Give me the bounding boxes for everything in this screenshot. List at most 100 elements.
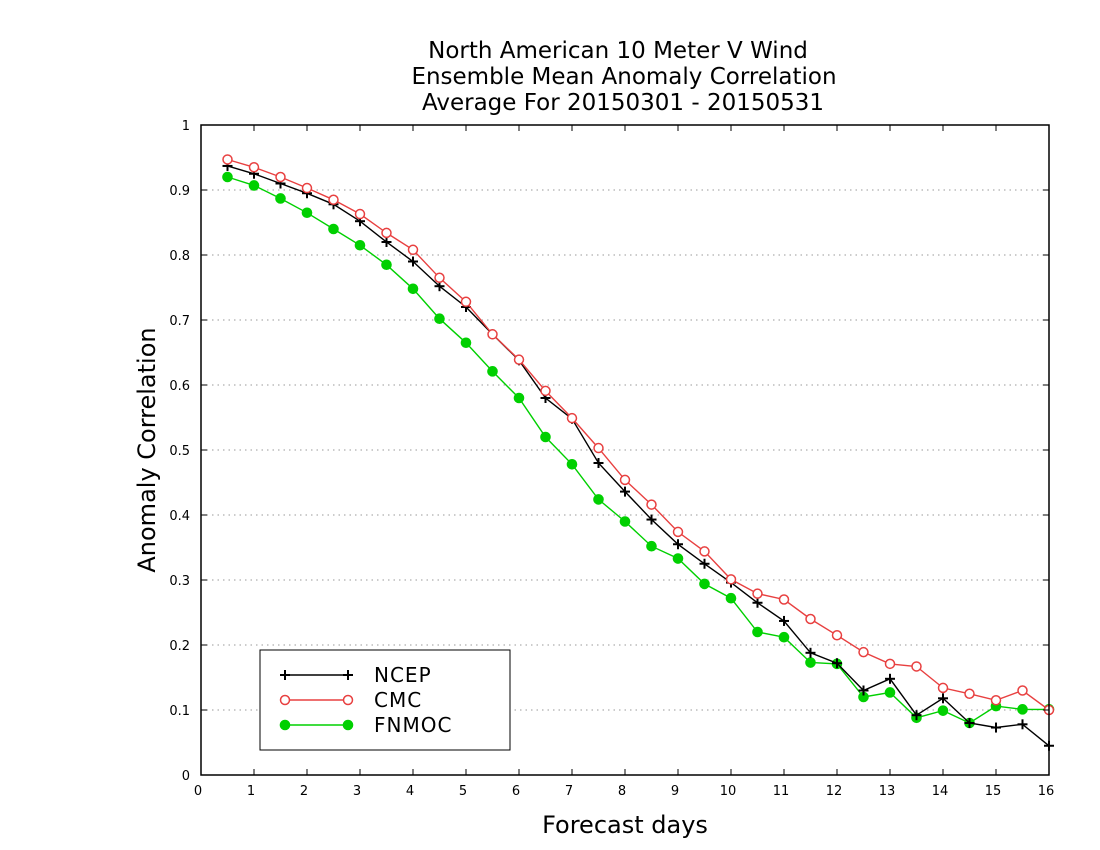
x-tick-label: 10 [720, 784, 737, 799]
data-point-cmc [434, 272, 445, 283]
data-point-cmc [222, 154, 233, 165]
data-point-fnmoc [672, 553, 684, 564]
x-tick-label: 0 [194, 784, 202, 799]
data-point-fnmoc [248, 180, 260, 191]
data-point-ncep [1017, 719, 1028, 730]
y-axis-label: Anomaly Correlation [133, 327, 161, 572]
data-point-fnmoc [752, 626, 763, 638]
data-point-cmc [540, 385, 551, 397]
data-point-cmc [381, 227, 392, 239]
data-point-cmc [407, 244, 419, 256]
x-tick-label: 12 [826, 784, 843, 799]
legend-marker [279, 719, 291, 731]
data-point-cmc [275, 171, 286, 183]
legend-label-fnmoc: FNMOC [374, 713, 452, 737]
series-line-cmc [227, 158, 1050, 711]
data-point-ncep [646, 514, 657, 525]
legend-marker [280, 670, 290, 680]
data-point-fnmoc [513, 392, 525, 404]
y-axis: 0 0.1 0.2 0.3 0.4 0.5 0.6 0.7 0.8 0.9 1 [169, 119, 1049, 784]
data-point-cmc [858, 646, 869, 658]
legend-marker [342, 719, 354, 731]
data-point-fnmoc [566, 459, 578, 470]
data-point-cmc [884, 658, 896, 670]
data-point-ncep [858, 685, 869, 696]
data-point-cmc [911, 661, 922, 672]
data-point-fnmoc [699, 578, 710, 590]
data-point-cmc [619, 474, 631, 486]
data-point-cmc [937, 682, 949, 694]
data-point-fnmoc [354, 239, 366, 251]
data-point-fnmoc [646, 540, 657, 552]
data-point-ncep [885, 673, 895, 684]
series-cmc [222, 154, 1055, 716]
data-point-ncep [620, 486, 630, 497]
data-point-fnmoc [328, 223, 339, 235]
y-tick-label: 0.9 [169, 184, 190, 199]
x-tick-label: 15 [985, 784, 1002, 799]
data-point-fnmoc [1017, 704, 1028, 715]
data-point-fnmoc [593, 494, 604, 505]
data-point-cmc [301, 182, 313, 194]
series-line-fnmoc [227, 176, 1049, 724]
data-point-fnmoc [460, 337, 472, 349]
data-point-cmc [328, 194, 339, 205]
legend-marker [342, 694, 354, 706]
data-point-ncep [381, 237, 392, 247]
data-point-cmc [354, 208, 366, 220]
data-point-fnmoc [381, 259, 392, 271]
legend-item-fnmoc: FNMOC [279, 713, 452, 737]
x-tick-label: 5 [459, 784, 467, 799]
data-point-ncep [593, 458, 604, 468]
data-point-fnmoc [540, 431, 551, 443]
x-tick-label: 16 [1038, 784, 1055, 799]
x-tick-label: 14 [932, 784, 949, 799]
x-tick-label: 8 [618, 784, 626, 799]
x-axis-label: Forecast days [542, 811, 708, 839]
data-point-cmc [725, 574, 737, 585]
y-tick-label: 0.2 [169, 639, 190, 654]
data-point-fnmoc [805, 657, 816, 668]
x-tick-label: 1 [247, 784, 255, 799]
legend-label-cmc: CMC [374, 688, 422, 712]
data-point-cmc [990, 695, 1002, 706]
data-point-ncep [752, 597, 763, 608]
x-tick-label: 13 [879, 784, 896, 799]
data-point-ncep [408, 256, 418, 267]
chart-title-line-2: Ensemble Mean Anomaly Correlation [411, 64, 836, 90]
data-point-fnmoc [619, 516, 631, 527]
data-point-cmc [513, 354, 525, 365]
data-point-cmc [487, 329, 498, 340]
data-point-cmc [831, 630, 843, 641]
series-line-ncep [227, 165, 1050, 747]
legend-item-cmc: CMC [279, 688, 422, 712]
data-point-cmc [1017, 685, 1028, 696]
legend-marker [343, 670, 353, 680]
data-point-fnmoc [275, 193, 286, 204]
data-point-ncep [673, 539, 683, 550]
data-point-cmc [699, 546, 710, 557]
data-point-cmc [805, 613, 816, 625]
data-point-ncep [805, 647, 816, 658]
data-point-cmc [248, 162, 260, 173]
gridlines [201, 189, 1049, 711]
data-point-ncep [938, 693, 948, 704]
data-point-fnmoc [407, 283, 419, 295]
data-point-fnmoc [725, 592, 737, 604]
y-tick-label: 0.6 [169, 379, 190, 394]
y-tick-label: 0.8 [169, 249, 190, 264]
x-tick-label: 3 [353, 784, 361, 799]
series-fnmoc [222, 171, 1055, 729]
x-tick-label: 11 [773, 784, 790, 799]
data-point-ncep [779, 615, 789, 626]
data-point-fnmoc [937, 705, 949, 716]
y-tick-label: 0.5 [169, 444, 190, 459]
x-tick-label: 2 [300, 784, 308, 799]
data-point-fnmoc [778, 631, 790, 643]
y-tick-label: 1 [182, 119, 190, 134]
y-tick-label: 0 [182, 769, 190, 784]
legend-marker [279, 694, 291, 706]
data-point-cmc [964, 688, 975, 699]
